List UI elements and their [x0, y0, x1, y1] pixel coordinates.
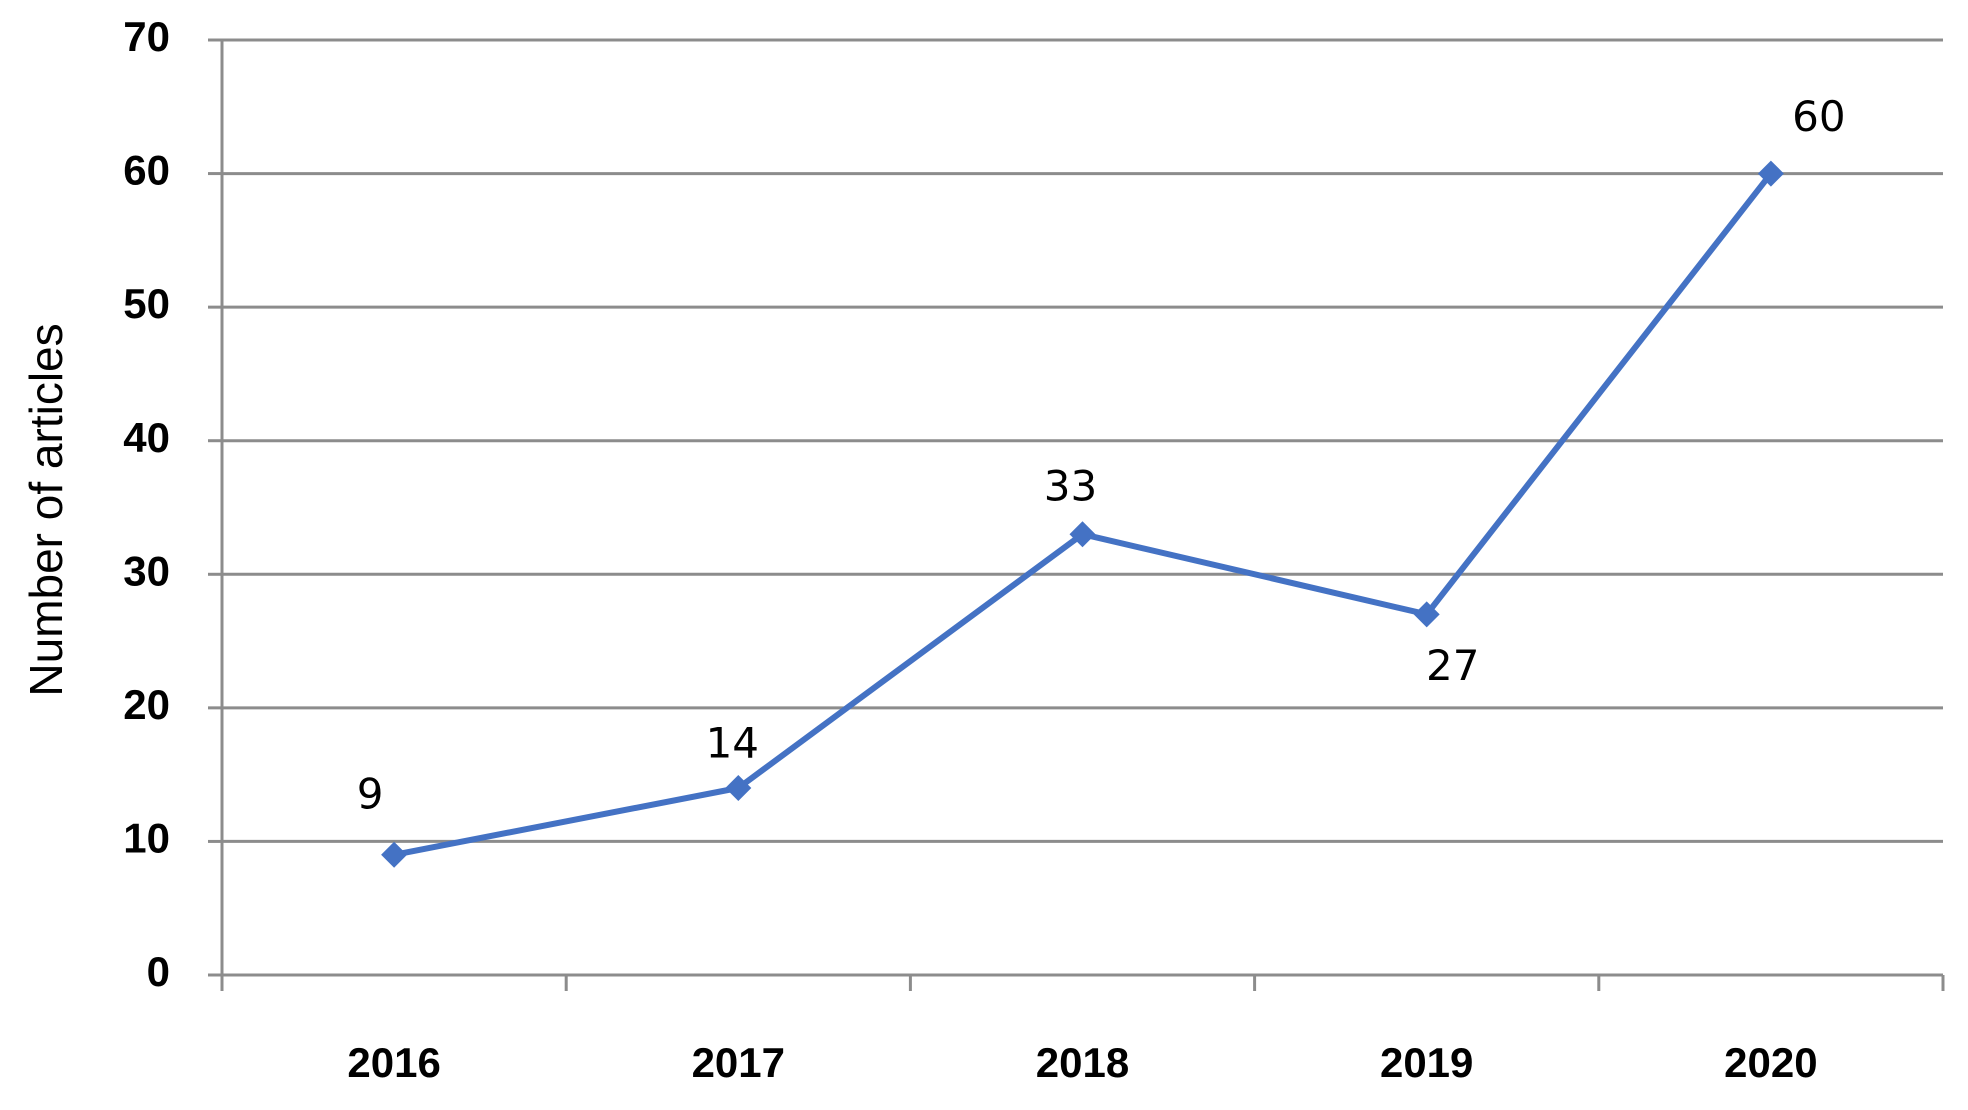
x-tick-label: 2017 — [692, 1039, 785, 1086]
marker — [1413, 601, 1440, 628]
y-tick-label: 50 — [123, 280, 170, 327]
y-axis-title: Number of articles — [20, 323, 72, 696]
marker — [1069, 521, 1096, 548]
y-tick-label: 0 — [147, 948, 170, 995]
y-tick-label: 20 — [123, 681, 170, 728]
data-label: 27 — [1426, 641, 1479, 690]
y-tick-label: 10 — [123, 815, 170, 862]
data-label: 60 — [1792, 92, 1845, 141]
y-tick-label: 30 — [123, 547, 170, 594]
x-tick-label: 2018 — [1036, 1039, 1129, 1086]
marker — [725, 775, 752, 801]
x-tick-label: 2019 — [1380, 1039, 1473, 1086]
data-label: 9 — [357, 769, 384, 818]
data-label: 33 — [1044, 462, 1097, 511]
data-line — [393, 171, 1774, 858]
x-tick-label: 2020 — [1724, 1039, 1817, 1086]
y-tick-label: 60 — [123, 147, 170, 194]
y-tick-label: 70 — [123, 13, 170, 60]
data-label: 14 — [706, 719, 759, 768]
x-tick-label: 2016 — [347, 1039, 440, 1086]
y-tick-label: 40 — [123, 414, 170, 461]
marker — [1757, 160, 1784, 187]
marker — [381, 841, 408, 868]
